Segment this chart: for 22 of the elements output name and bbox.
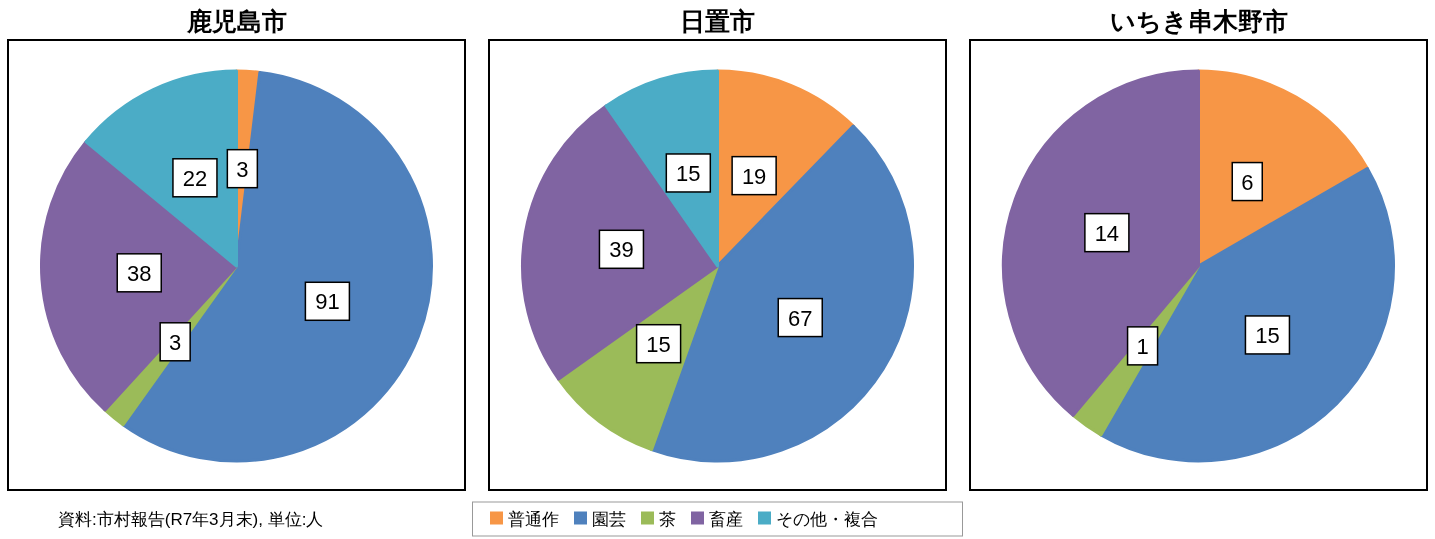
text: 資料:市村報告(R7年3月末), 単位:人 <box>58 510 324 529</box>
data-label: 15 <box>1255 322 1280 348</box>
data-label: 1 <box>1136 333 1149 359</box>
chart-title: 日置市 <box>680 7 755 35</box>
legend-label: 園芸 <box>591 510 626 529</box>
legend-label: 普通作 <box>507 510 559 529</box>
legend-label: 畜産 <box>708 510 743 529</box>
data-label: 15 <box>676 160 701 186</box>
data-label: 91 <box>315 289 340 315</box>
data-label: 67 <box>788 305 813 331</box>
data-label: 22 <box>182 165 208 191</box>
data-label: 3 <box>236 156 249 182</box>
chart-title: いちき串木野市 <box>1109 7 1288 35</box>
data-label: 14 <box>1094 220 1120 246</box>
chart-title: 鹿児島市 <box>185 7 287 35</box>
data-label: 15 <box>646 331 671 357</box>
data-label: 6 <box>1241 169 1254 195</box>
data-label: 39 <box>609 237 634 263</box>
data-label: 38 <box>127 260 152 286</box>
legend-label: 茶 <box>658 510 676 529</box>
data-label: 19 <box>741 163 767 189</box>
data-label: 3 <box>169 329 182 355</box>
